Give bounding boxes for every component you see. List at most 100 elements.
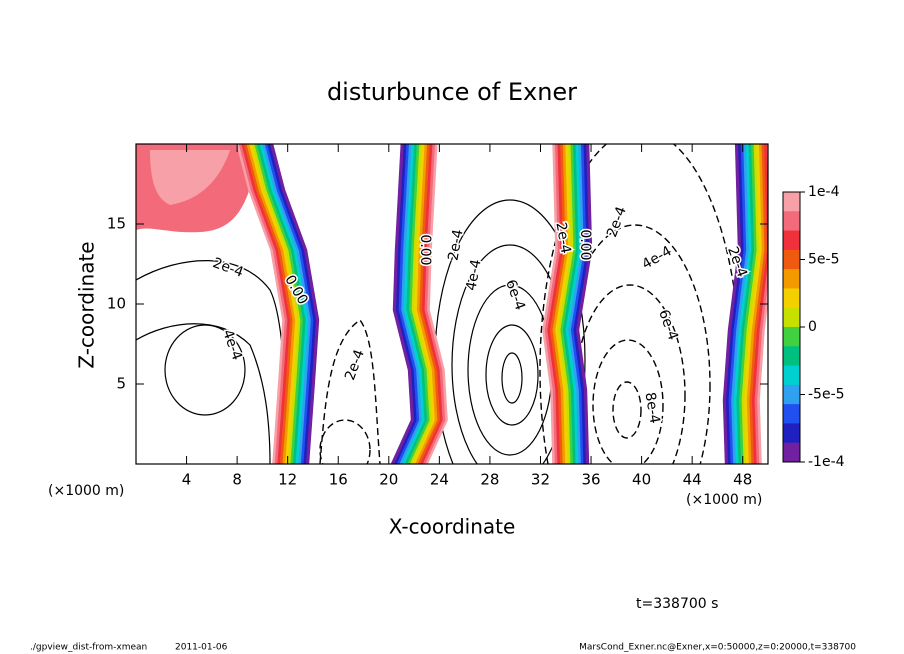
x-tick-label: 28 xyxy=(480,471,499,489)
color-band xyxy=(565,144,582,464)
color-band xyxy=(256,144,307,464)
color-band xyxy=(746,144,765,464)
color-band xyxy=(562,144,580,464)
contour-label: 4e-4 xyxy=(639,243,674,273)
contour-label: 4e-4 xyxy=(463,258,484,292)
color-band xyxy=(547,144,564,464)
contour-label: 6e-4 xyxy=(655,307,681,342)
color-band xyxy=(573,144,590,464)
chart-title: disturbunce of Exner xyxy=(327,78,577,106)
colorbar-cell xyxy=(783,365,800,386)
contour-label: 0.00 xyxy=(577,229,593,260)
color-band xyxy=(251,144,302,464)
colorbar-cell xyxy=(783,249,800,270)
color-band xyxy=(269,144,320,464)
color-band xyxy=(738,144,757,464)
colorbar-cell xyxy=(783,192,800,212)
color-band xyxy=(419,144,443,464)
colorbar-cell xyxy=(783,211,800,232)
x-tick-label: 40 xyxy=(632,471,651,489)
color-band xyxy=(267,144,317,464)
positive-core xyxy=(150,150,230,205)
colorbar-cell xyxy=(783,442,800,463)
x-tick-label: 20 xyxy=(379,471,398,489)
footer-source: MarsCond_Exner.nc@Exner,x=0:50000,z=0:20… xyxy=(579,643,856,653)
colorbar-cell xyxy=(783,384,800,405)
color-band xyxy=(733,144,752,464)
x-tick-label: 36 xyxy=(581,471,600,489)
color-band xyxy=(422,144,446,464)
color-band xyxy=(544,144,562,464)
color-band xyxy=(236,144,286,464)
x-tick-label: 4 xyxy=(182,471,192,489)
contour-label: 2e-4 xyxy=(210,255,245,281)
colorbar-cell xyxy=(783,230,800,251)
color-band xyxy=(549,144,567,464)
color-band xyxy=(424,144,448,464)
colorbar-cell xyxy=(783,404,800,424)
x-axis-label: X-coordinate xyxy=(389,515,516,539)
y-tick-label: 15 xyxy=(107,215,126,233)
x-unit-left: (×1000 m) xyxy=(48,483,124,499)
color-band xyxy=(254,144,304,464)
color-band xyxy=(259,144,309,464)
contour-label: 2e-4 xyxy=(445,228,466,262)
color-band xyxy=(406,144,430,464)
y-tick-label: 5 xyxy=(116,375,126,393)
colorbar-cell xyxy=(783,346,800,367)
color-band xyxy=(735,144,755,464)
colorbar-cell xyxy=(783,327,800,347)
color-band xyxy=(727,144,747,464)
color-band xyxy=(241,144,291,464)
x-tick-label: 48 xyxy=(733,471,752,489)
color-band xyxy=(743,144,762,464)
color-band xyxy=(249,144,299,464)
color-band xyxy=(725,144,744,464)
contour-field xyxy=(136,144,768,464)
contour-label: 4e-4 xyxy=(219,327,245,362)
x-tick-label: 8 xyxy=(232,471,242,489)
colorbar-cell xyxy=(783,269,800,289)
color-band xyxy=(262,144,312,464)
color-band xyxy=(555,144,572,464)
colorbar-cell xyxy=(783,307,800,328)
color-band xyxy=(243,144,294,464)
color-band xyxy=(557,144,575,464)
contour-label: 6e-4 xyxy=(502,277,528,312)
color-band xyxy=(756,278,768,464)
colorbar-tick-label: 5e-5 xyxy=(808,252,839,268)
colorbar-tick-label: 0 xyxy=(808,319,817,335)
color-band xyxy=(575,144,593,464)
color-band xyxy=(393,144,417,464)
color-band xyxy=(751,144,768,464)
color-band xyxy=(542,144,559,464)
color-band xyxy=(264,144,315,464)
color-band xyxy=(416,144,441,464)
colorbar-tick-label: -1e-4 xyxy=(808,454,845,470)
y-axis-label: Z-coordinate xyxy=(75,241,99,368)
contour-label: 2e-4 xyxy=(342,347,368,382)
color-band xyxy=(414,144,438,464)
color-band xyxy=(238,144,289,464)
contour-label: 0.00 xyxy=(417,234,433,265)
color-band xyxy=(246,144,296,464)
color-band xyxy=(390,144,415,464)
color-band xyxy=(560,144,577,464)
colorbar-tick-label: 1e-4 xyxy=(808,184,840,200)
colorbar-cell xyxy=(783,288,800,309)
x-tick-label: 12 xyxy=(278,471,297,489)
color-band xyxy=(740,144,760,464)
y-tick-label: 10 xyxy=(107,295,126,313)
color-band xyxy=(570,144,588,464)
color-band xyxy=(748,144,768,464)
x-tick-label: 24 xyxy=(430,471,449,489)
color-band xyxy=(753,144,768,464)
x-tick-label: 16 xyxy=(329,471,348,489)
x-tick-label: 32 xyxy=(531,471,550,489)
footer-script: ./gpview_dist-from-xmean xyxy=(30,643,147,653)
color-band xyxy=(401,144,425,464)
time-label: t=338700 s xyxy=(636,596,718,612)
color-band xyxy=(568,144,585,464)
footer-date: 2011-01-06 xyxy=(175,643,228,653)
color-band xyxy=(398,144,422,464)
